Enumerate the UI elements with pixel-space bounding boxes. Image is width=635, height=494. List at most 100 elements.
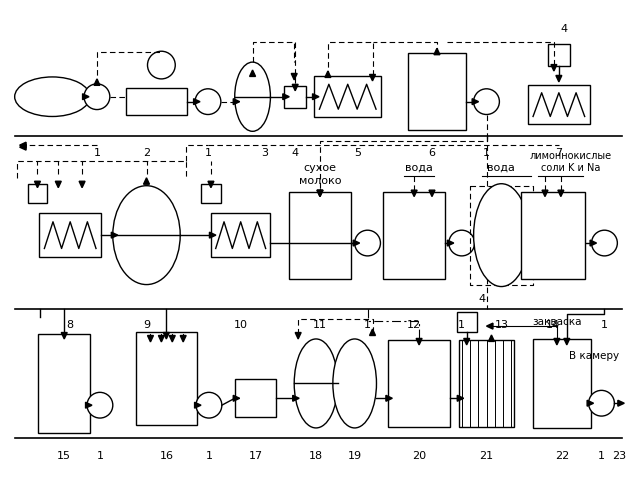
Polygon shape <box>370 329 375 335</box>
Polygon shape <box>233 99 239 105</box>
Bar <box>201 184 221 204</box>
Text: 10: 10 <box>234 320 248 330</box>
Text: 22: 22 <box>555 451 569 460</box>
Text: 1: 1 <box>601 320 608 330</box>
Polygon shape <box>61 332 67 339</box>
Bar <box>39 213 101 257</box>
Polygon shape <box>558 190 564 197</box>
Polygon shape <box>312 94 319 100</box>
Bar <box>384 192 445 279</box>
Polygon shape <box>194 99 200 105</box>
Ellipse shape <box>474 184 529 287</box>
Text: 9: 9 <box>143 320 150 330</box>
Polygon shape <box>20 142 26 148</box>
Bar <box>548 44 570 66</box>
Ellipse shape <box>449 230 474 256</box>
Text: 1: 1 <box>483 148 490 158</box>
Polygon shape <box>587 400 594 406</box>
Text: вода: вода <box>405 163 433 173</box>
Text: 4: 4 <box>478 294 485 304</box>
Polygon shape <box>551 65 557 71</box>
Polygon shape <box>434 48 440 55</box>
Ellipse shape <box>474 89 499 115</box>
Ellipse shape <box>592 230 617 256</box>
Bar <box>408 53 465 130</box>
Text: 5: 5 <box>354 148 361 158</box>
Polygon shape <box>486 323 493 329</box>
Bar <box>39 334 90 433</box>
Polygon shape <box>233 395 239 401</box>
Bar <box>290 192 351 279</box>
Text: молоко: молоко <box>298 176 341 186</box>
Polygon shape <box>83 94 89 100</box>
Polygon shape <box>411 190 417 197</box>
Polygon shape <box>293 395 299 401</box>
Text: сухое: сухое <box>304 163 337 173</box>
Polygon shape <box>429 190 435 197</box>
Ellipse shape <box>84 84 110 110</box>
Text: 11: 11 <box>313 320 327 330</box>
Bar <box>457 312 477 332</box>
Polygon shape <box>457 395 464 401</box>
Polygon shape <box>416 338 422 345</box>
Ellipse shape <box>147 51 175 79</box>
Text: 14: 14 <box>546 320 560 330</box>
Polygon shape <box>317 190 323 197</box>
Text: 7: 7 <box>555 148 563 158</box>
Text: лимоннокислые: лимоннокислые <box>530 151 612 161</box>
Polygon shape <box>55 181 61 188</box>
Polygon shape <box>542 190 548 197</box>
Text: 1: 1 <box>598 451 605 460</box>
Text: 1: 1 <box>364 320 371 330</box>
Text: 1: 1 <box>97 451 104 460</box>
Polygon shape <box>208 181 214 188</box>
Text: 1: 1 <box>458 320 465 330</box>
Polygon shape <box>34 181 41 188</box>
Text: соли K и Na: соли K и Na <box>541 163 601 173</box>
Bar <box>27 184 48 204</box>
Text: 17: 17 <box>248 451 263 460</box>
Text: 23: 23 <box>612 451 626 460</box>
Polygon shape <box>590 240 596 246</box>
Bar <box>459 340 514 427</box>
Bar <box>126 88 187 116</box>
Polygon shape <box>488 335 495 341</box>
Polygon shape <box>283 94 290 100</box>
Polygon shape <box>353 240 359 246</box>
Bar <box>533 339 591 428</box>
Polygon shape <box>20 144 26 150</box>
Bar <box>528 85 590 124</box>
Bar <box>284 86 306 108</box>
Text: 1: 1 <box>93 148 100 158</box>
Polygon shape <box>464 338 470 345</box>
Ellipse shape <box>113 186 180 285</box>
Bar <box>314 76 382 118</box>
Text: 13: 13 <box>495 320 509 330</box>
Polygon shape <box>79 181 85 188</box>
Text: В камеру: В камеру <box>569 351 619 361</box>
Polygon shape <box>554 338 560 345</box>
Polygon shape <box>163 332 170 339</box>
Polygon shape <box>386 395 392 401</box>
Bar <box>235 379 276 417</box>
Text: 19: 19 <box>347 451 362 460</box>
Polygon shape <box>325 71 331 78</box>
Polygon shape <box>472 99 479 105</box>
Text: 21: 21 <box>479 451 493 460</box>
Text: 16: 16 <box>159 451 173 460</box>
Text: 18: 18 <box>309 451 323 460</box>
Polygon shape <box>210 232 216 238</box>
Text: 3: 3 <box>261 148 268 158</box>
Polygon shape <box>291 74 297 80</box>
Text: 4: 4 <box>560 25 568 35</box>
Polygon shape <box>158 335 164 342</box>
Polygon shape <box>86 402 92 408</box>
Ellipse shape <box>195 89 221 115</box>
Ellipse shape <box>294 339 338 428</box>
Text: 8: 8 <box>67 320 74 330</box>
Polygon shape <box>618 400 624 406</box>
Text: 2: 2 <box>143 148 150 158</box>
Polygon shape <box>111 232 117 238</box>
Polygon shape <box>370 75 375 81</box>
Polygon shape <box>295 332 301 339</box>
